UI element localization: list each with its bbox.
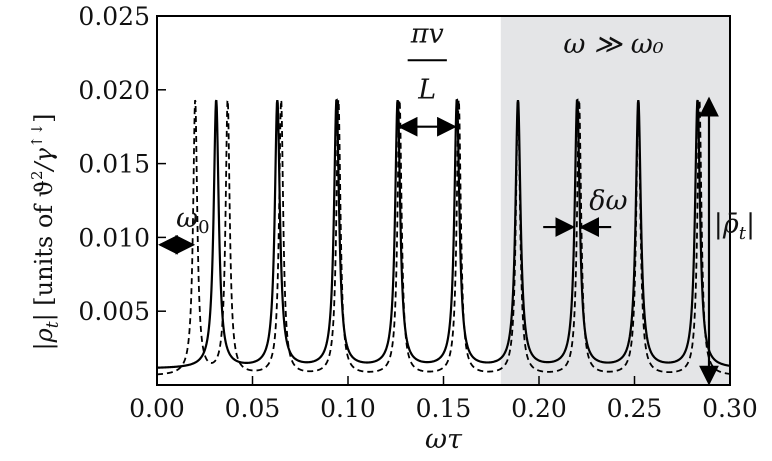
svg-text:|ρt| [units of ϑ2/γ↑↓]: |ρt| [units of ϑ2/γ↑↓] — [28, 114, 63, 351]
rho-bar-label: |ρ̄t| — [714, 209, 755, 244]
x-tick-label: 0.30 — [702, 394, 758, 423]
y-tick-label: 0.015 — [78, 150, 150, 179]
x-axis-title: ωτ — [425, 424, 463, 455]
x-axis-ticks: 0.00 0.05 0.10 0.15 0.20 0.25 0.30 — [129, 376, 758, 423]
x-tick-label: 0.25 — [607, 394, 663, 423]
region-label: ω ≫ ω₀ — [563, 29, 663, 60]
high-frequency-region — [500, 16, 730, 385]
y-title-post: | [units of ϑ — [30, 180, 59, 321]
x-tick-label: 0.10 — [320, 394, 376, 423]
y-title-pre: |ρ — [30, 328, 59, 350]
y-title-sup: ↑↓ — [28, 123, 46, 148]
linewidth-annotation: δω — [543, 185, 627, 237]
y-tick-label: 0.020 — [78, 76, 150, 105]
omega0-label: ω0 — [176, 203, 209, 238]
peak-spacing-annotation: πv L — [397, 19, 457, 137]
y-title-mid: /γ — [30, 147, 58, 172]
y-title-sup2: 2 — [28, 170, 46, 180]
y-title-end: ] — [30, 114, 58, 123]
delta-omega-label: δω — [589, 185, 627, 216]
y-axis-ticks: 0.005 0.010 0.015 0.020 0.025 — [78, 2, 166, 326]
y-tick-label: 0.025 — [78, 2, 150, 31]
x-tick-label: 0.05 — [225, 394, 281, 423]
x-tick-label: 0.15 — [416, 394, 472, 423]
y-title-sub: t — [43, 321, 63, 328]
x-tick-label: 0.00 — [129, 394, 185, 423]
y-tick-label: 0.010 — [78, 223, 150, 252]
pi-v-label: πv — [410, 19, 444, 50]
L-label: L — [417, 75, 436, 106]
series-dashed-line — [156, 96, 731, 376]
rho-bar-annotation: |ρ̄t| — [699, 96, 755, 386]
omega0-annotation: ω0 — [158, 203, 210, 255]
x-tick-label: 0.20 — [511, 394, 567, 423]
y-axis-title: |ρt| [units of ϑ2/γ↑↓] — [28, 114, 63, 351]
y-tick-label: 0.005 — [78, 297, 150, 326]
